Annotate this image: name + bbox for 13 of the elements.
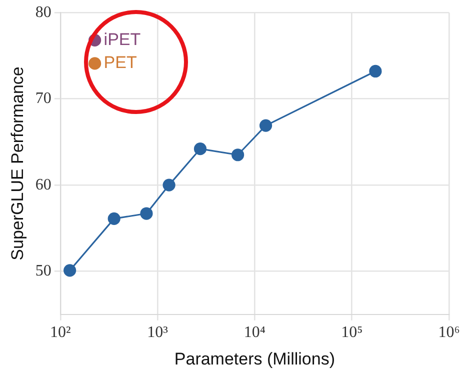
y-axis-title: SuperGLUE Performance — [8, 66, 27, 260]
x-tick-label: 10⁶ — [438, 324, 460, 342]
series-label: iPET — [104, 30, 141, 49]
x-tick-label: 10⁵ — [341, 324, 363, 342]
x-tick-label: 10² — [50, 324, 71, 342]
y-tick-label: 60 — [35, 176, 52, 194]
y-tick-label: 50 — [35, 262, 52, 280]
x-tick-label: 10⁴ — [244, 324, 266, 342]
x-axis-title: Parameters (Millions) — [174, 349, 335, 368]
x-tick-label: 10³ — [147, 324, 168, 342]
y-tick-label: 80 — [35, 4, 52, 21]
y-tick-label: 70 — [35, 90, 52, 108]
series-label: PET — [104, 53, 137, 72]
